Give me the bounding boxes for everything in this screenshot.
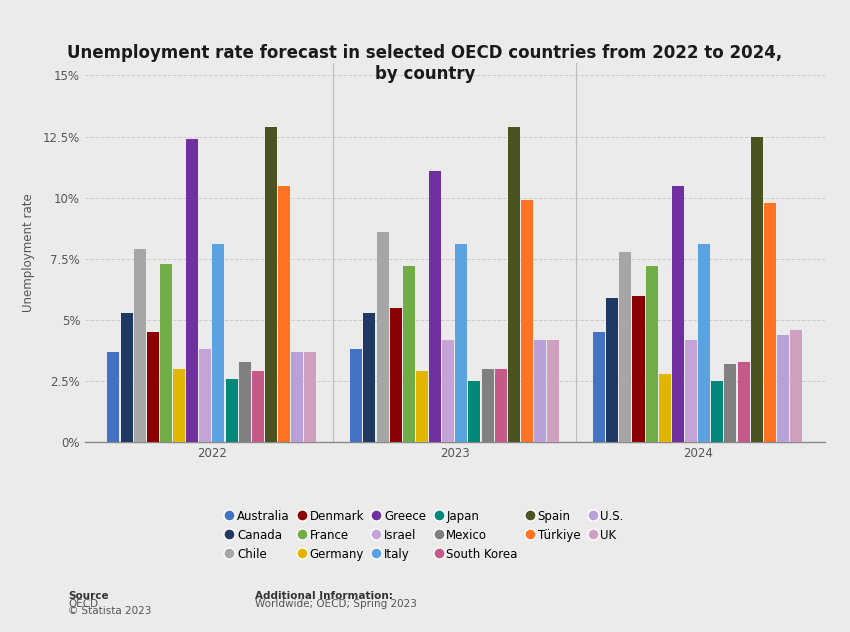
Bar [186, 139, 198, 442]
Bar [304, 352, 316, 442]
Bar [751, 137, 762, 442]
Bar [160, 264, 172, 442]
Text: © Statista 2023: © Statista 2023 [68, 606, 151, 616]
Bar [711, 381, 723, 442]
Bar [482, 369, 494, 442]
Bar [199, 349, 212, 442]
Bar [416, 372, 428, 442]
Text: Worldwide; OECD; Spring 2023: Worldwide; OECD; Spring 2023 [255, 599, 416, 609]
Text: OECD: OECD [68, 599, 98, 609]
Bar [521, 200, 533, 442]
Bar [121, 313, 133, 442]
Bar [606, 298, 618, 442]
Bar [377, 232, 388, 442]
Bar [364, 313, 376, 442]
Bar [173, 369, 185, 442]
Bar [672, 186, 684, 442]
Bar [547, 339, 559, 442]
Bar [239, 362, 251, 442]
Bar [777, 335, 789, 442]
Bar [147, 332, 159, 442]
Bar [698, 244, 711, 442]
Bar [456, 244, 468, 442]
Bar [790, 330, 802, 442]
Text: Source: Source [68, 591, 109, 601]
Bar [278, 186, 290, 442]
Bar [429, 171, 441, 442]
Bar [212, 244, 224, 442]
Bar [534, 339, 546, 442]
Bar [620, 252, 632, 442]
Bar [292, 352, 303, 442]
Text: Additional Information:: Additional Information: [255, 591, 393, 601]
Bar [764, 203, 776, 442]
Bar [265, 127, 277, 442]
Bar [659, 374, 671, 442]
Bar [252, 372, 264, 442]
Bar [646, 266, 658, 442]
Bar [507, 127, 520, 442]
Bar [107, 352, 120, 442]
Bar [685, 339, 697, 442]
Bar [442, 339, 454, 442]
Bar [133, 249, 145, 442]
Legend: Australia, Canada, Chile, Denmark, France, Germany, Greece, Israel, Italy, Japan: Australia, Canada, Chile, Denmark, Franc… [224, 507, 626, 563]
Y-axis label: Unemployment rate: Unemployment rate [21, 193, 35, 312]
Bar [632, 296, 644, 442]
Bar [350, 349, 362, 442]
Bar [738, 362, 750, 442]
Text: Unemployment rate forecast in selected OECD countries from 2022 to 2024,
by coun: Unemployment rate forecast in selected O… [67, 44, 783, 83]
Bar [495, 369, 507, 442]
Bar [724, 364, 736, 442]
Bar [403, 266, 415, 442]
Bar [389, 308, 402, 442]
Bar [225, 379, 238, 442]
Bar [468, 381, 480, 442]
Bar [593, 332, 605, 442]
